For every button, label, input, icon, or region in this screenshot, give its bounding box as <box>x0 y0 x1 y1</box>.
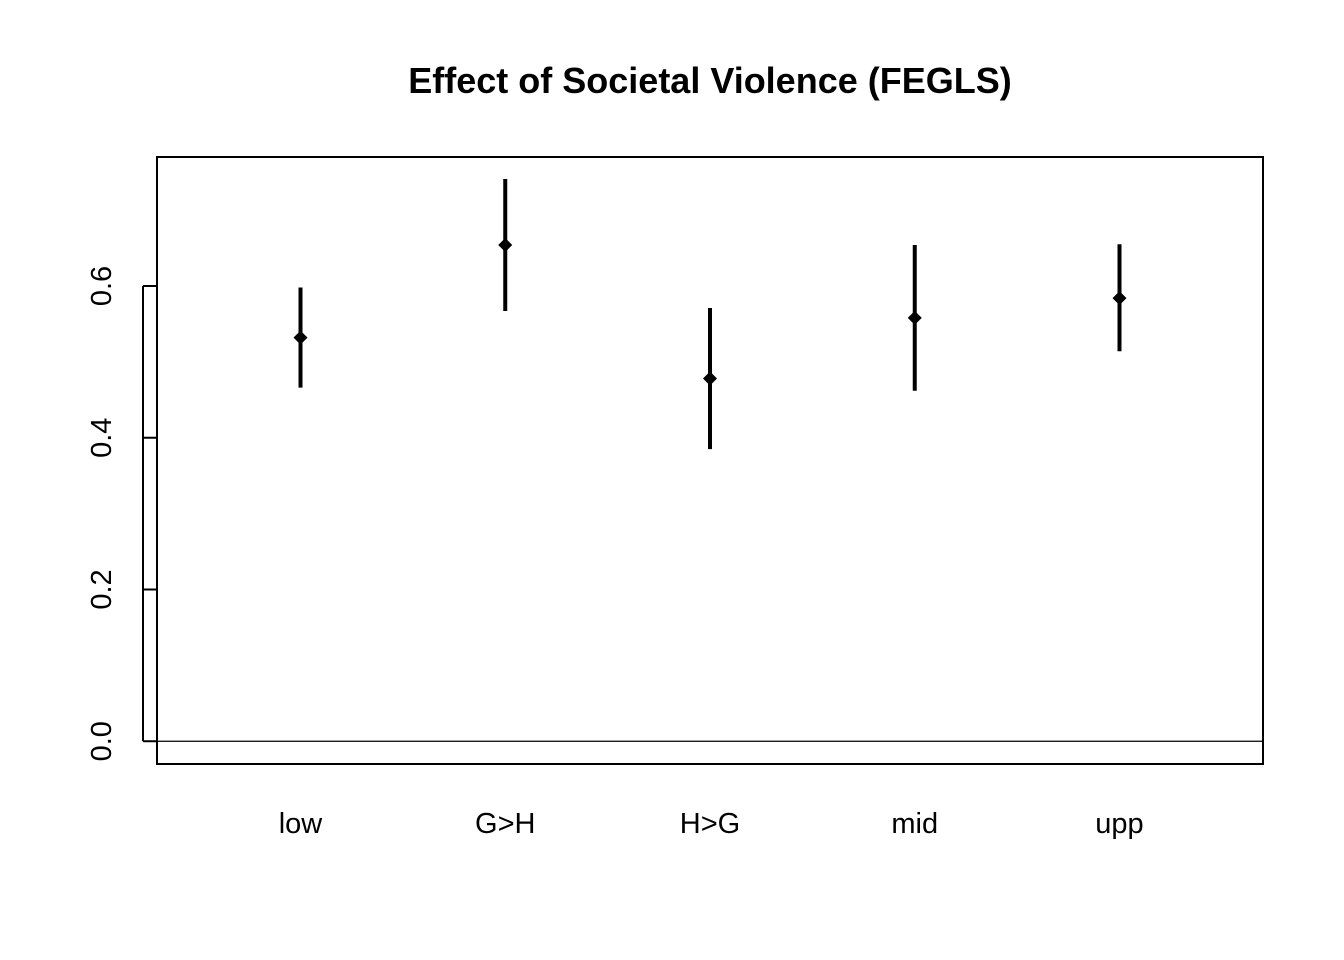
y-axis: 0.0 0.2 0.4 0.6 <box>86 266 157 761</box>
point-estimate-1 <box>498 238 513 253</box>
y-tick-label: 0.6 <box>86 266 118 306</box>
x-category-label: low <box>279 808 324 840</box>
x-axis-labels: low G>H H>G mid upp <box>279 808 1144 840</box>
y-tick-label: 0.2 <box>86 569 118 609</box>
point-estimate-2 <box>703 371 717 386</box>
x-category-label: upp <box>1095 808 1143 840</box>
chart-title: Effect of Societal Violence (FEGLS) <box>408 60 1011 101</box>
x-category-label: H>G <box>680 808 740 840</box>
plot-marks <box>293 179 1127 450</box>
x-category-label: G>H <box>475 808 535 840</box>
plot-frame <box>156 156 1264 765</box>
point-estimate-4 <box>1112 291 1127 306</box>
y-tick-label: 0.4 <box>86 418 118 458</box>
point-estimate-0 <box>293 330 308 345</box>
point-estimate-3 <box>907 310 922 325</box>
x-category-label: mid <box>891 808 938 840</box>
y-tick-label: 0.0 <box>86 721 118 761</box>
